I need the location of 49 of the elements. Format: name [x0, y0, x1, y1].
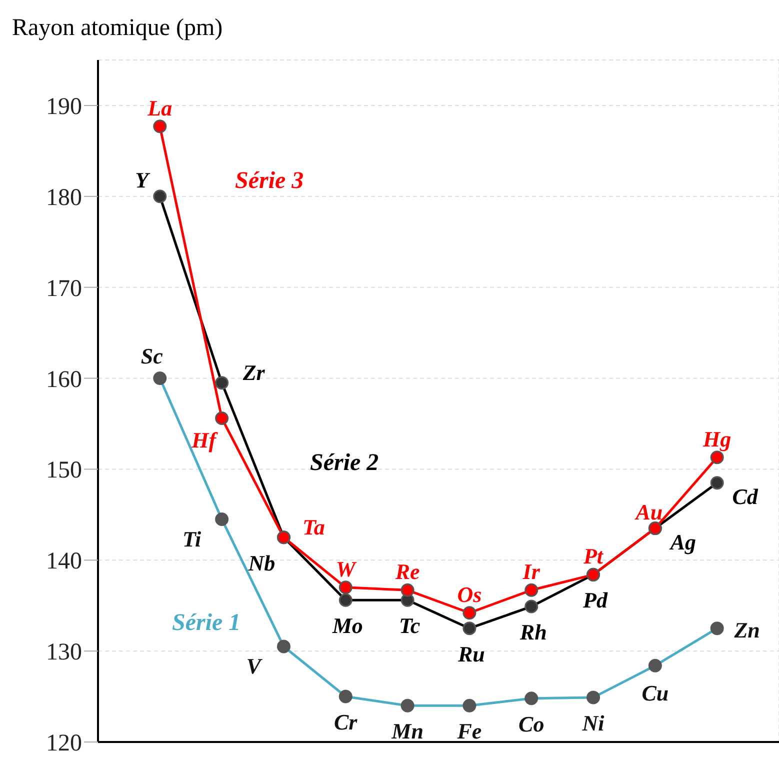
y-axis-title: Rayon atomique (pm)	[11, 14, 224, 43]
y-tick-label: 130	[46, 640, 82, 666]
data-label: W	[336, 556, 357, 582]
data-label: V	[246, 654, 264, 679]
data-label: Zn	[733, 617, 760, 642]
data-label: Au	[634, 499, 663, 524]
data-label: Mo	[331, 613, 363, 638]
y-tick-label: 120	[46, 730, 82, 757]
point	[710, 450, 724, 464]
data-label: Hf	[190, 427, 219, 452]
data-label: Cd	[732, 484, 759, 509]
point	[338, 580, 352, 594]
data-label: Rh	[518, 620, 547, 645]
point	[400, 583, 414, 597]
data-label: Zr	[242, 360, 266, 385]
data-label: Pt	[582, 544, 604, 569]
point	[524, 583, 538, 597]
y-tick-label: 170	[46, 276, 82, 302]
data-label: Co	[518, 711, 544, 736]
y-tick-label: 140	[46, 548, 82, 575]
data-label: Re	[394, 559, 420, 584]
y-tick-label: 190	[46, 94, 82, 120]
data-label: Hg	[702, 426, 732, 452]
data-label: Y	[135, 167, 152, 192]
text: Série 3	[235, 168, 304, 195]
data-label: La	[146, 95, 172, 120]
y-tick-label: 160	[46, 366, 82, 393]
data-label: Os	[457, 582, 482, 607]
data-label: Nb	[247, 550, 276, 576]
point	[153, 120, 167, 134]
series-label: Série 2	[310, 450, 379, 477]
data-label: Ir	[522, 559, 540, 584]
data-label: Fe	[456, 718, 482, 744]
y-tick-label: 180	[46, 184, 82, 211]
data-label: Mn	[390, 718, 424, 744]
series-label: Série 1	[172, 610, 241, 637]
data-label: Ag	[668, 529, 696, 554]
data-label: Cr	[334, 710, 358, 735]
data-label: Sc	[140, 343, 164, 368]
data-label: Ru	[456, 641, 485, 666]
data-label: Pd	[582, 588, 608, 613]
data-label: Ta	[302, 514, 325, 540]
data-label: Tc	[398, 613, 420, 638]
data-label: Ti	[182, 526, 202, 552]
point	[215, 412, 229, 426]
data-label: Cu	[642, 680, 669, 706]
point	[462, 606, 476, 620]
y-tick-label: 150	[46, 458, 82, 484]
data-label: Ni	[581, 710, 606, 736]
